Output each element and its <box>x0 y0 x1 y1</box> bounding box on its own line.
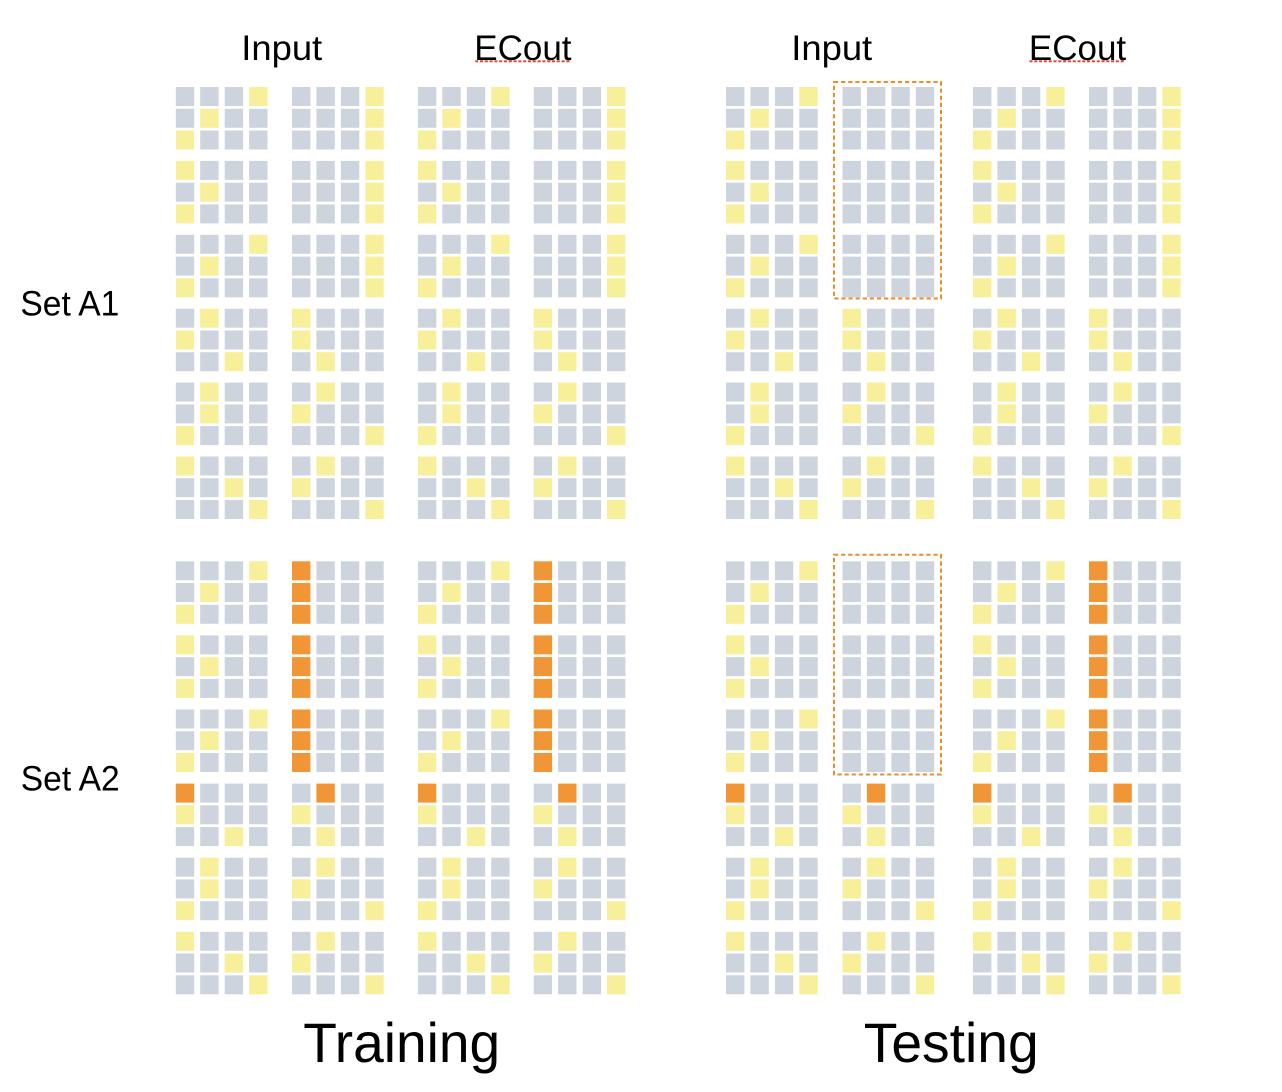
svg-text:Testing: Testing <box>864 1011 1039 1073</box>
svg-text:Training: Training <box>303 1011 500 1073</box>
svg-text:Input: Input <box>791 29 872 68</box>
svg-text:Set A1: Set A1 <box>20 285 119 324</box>
svg-text:Input: Input <box>241 29 322 68</box>
svg-text:Set A2: Set A2 <box>21 760 120 799</box>
svg-text:ECout: ECout <box>474 29 572 68</box>
svg-text:ECout: ECout <box>1029 29 1127 68</box>
